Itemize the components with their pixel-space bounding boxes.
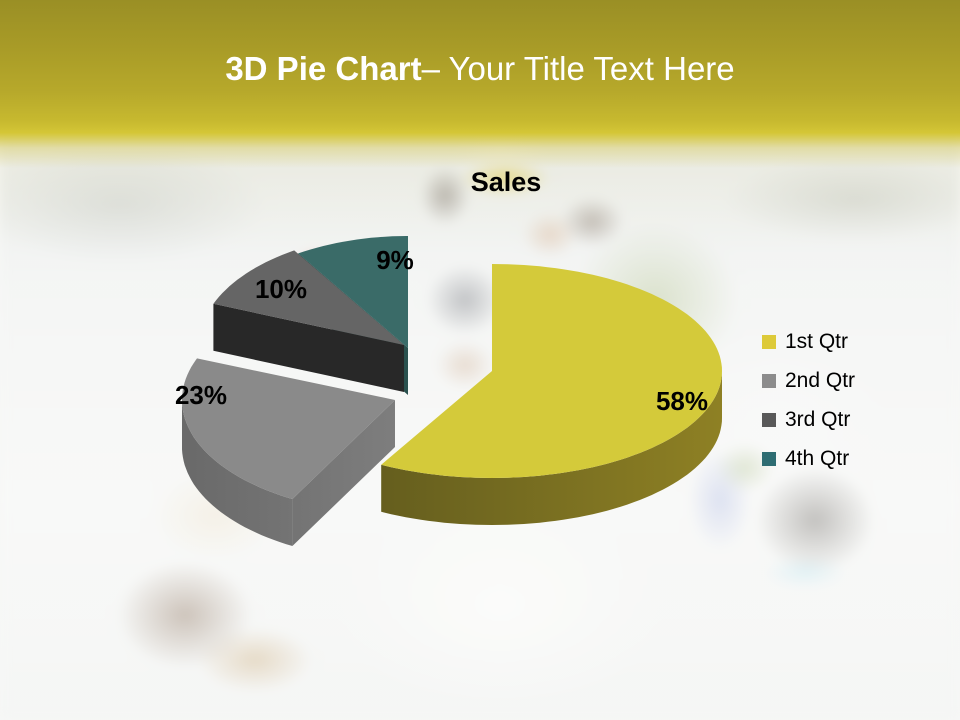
- legend-swatch-1st-qtr: [762, 335, 776, 349]
- chart-title[interactable]: Sales: [470, 167, 542, 197]
- legend-label: 2nd Qtr: [785, 369, 856, 392]
- slide-title-bold: 3D Pie Chart: [225, 50, 422, 87]
- legend-label: 3rd Qtr: [785, 408, 851, 431]
- legend-item-2nd-qtr[interactable]: 2nd Qtr: [762, 370, 855, 392]
- slide-title-regular: – Your Title Text Here: [421, 50, 735, 87]
- pie-data-label: 9%: [376, 245, 414, 275]
- legend-item-3rd-qtr[interactable]: 3rd Qtr: [762, 409, 855, 431]
- legend-label: 1st Qtr: [785, 330, 849, 353]
- legend-item-1st-qtr[interactable]: 1st Qtr: [762, 331, 855, 353]
- pie-slice-2nd Qtr[interactable]: [182, 358, 395, 499]
- chart-legend[interactable]: 1st Qtr 2nd Qtr 3rd Qtr 4th Qtr: [762, 331, 855, 487]
- pie-slice-rim-2nd Qtr: [182, 400, 293, 546]
- pie-slice-4th Qtr[interactable]: [298, 236, 408, 348]
- pie-slice-1st Qtr[interactable]: [381, 264, 722, 478]
- pie-data-label: 23%: [175, 380, 227, 410]
- pie-data-label: 58%: [656, 386, 708, 416]
- legend-label: 4th Qtr: [785, 447, 850, 470]
- pie-slice-3rd Qtr[interactable]: [213, 250, 404, 345]
- pie-data-label: 10%: [255, 274, 307, 304]
- legend-item-4th-qtr[interactable]: 4th Qtr: [762, 448, 855, 470]
- pie-slice-side-3rd Qtr: [213, 303, 404, 392]
- legend-swatch-4th-qtr: [762, 452, 776, 466]
- title-band: [0, 0, 960, 168]
- pie-slice-side-2nd Qtr: [292, 400, 395, 546]
- legend-swatch-2nd-qtr: [762, 374, 776, 388]
- slide-title[interactable]: 3D Pie Chart– Your Title Text Here: [0, 50, 960, 88]
- legend-swatch-3rd-qtr: [762, 413, 776, 427]
- pie-slice-rim-1st Qtr: [381, 371, 722, 525]
